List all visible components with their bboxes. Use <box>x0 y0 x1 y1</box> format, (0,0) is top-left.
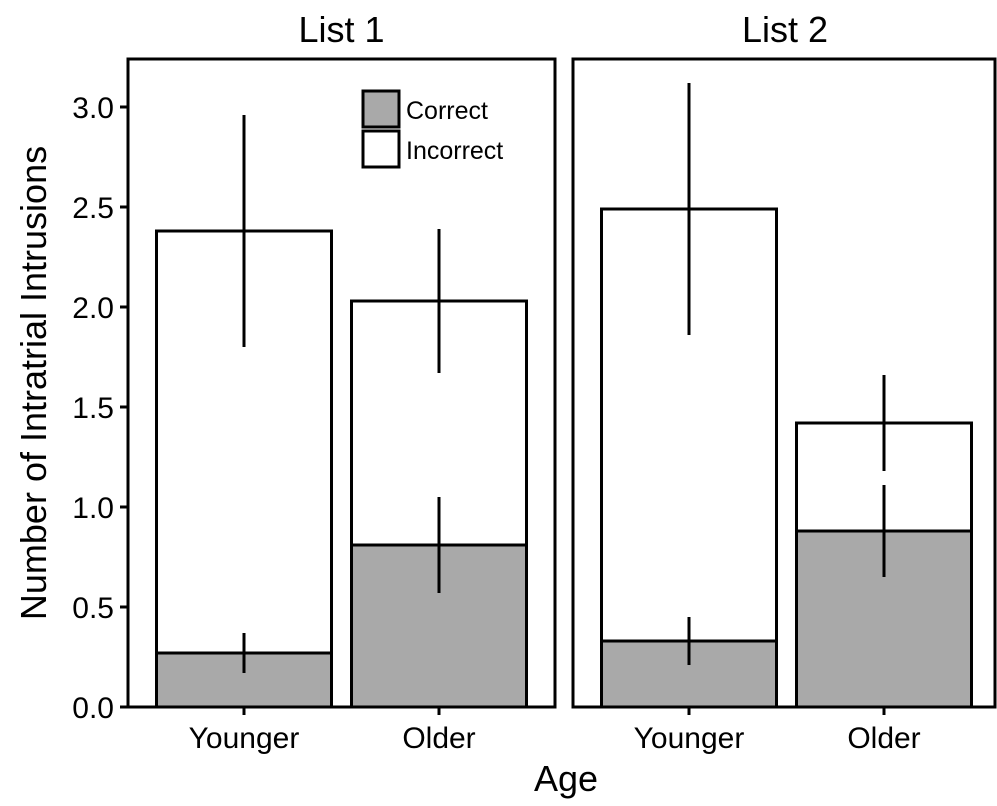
y-tick-label: 3.0 <box>72 92 114 125</box>
x-axis-title: Age <box>534 758 598 799</box>
x-tick-label: Older <box>847 722 920 755</box>
y-tick-label: 2.0 <box>72 292 114 325</box>
y-tick-label: 0.5 <box>72 592 114 625</box>
panel-title: List 1 <box>298 9 384 50</box>
x-tick-label: Older <box>402 722 475 755</box>
y-tick-label: 1.5 <box>72 392 114 425</box>
y-axis-title: Number of Intratrial Intrusions <box>13 146 54 620</box>
y-tick-label: 2.5 <box>72 192 114 225</box>
panel-2: List 2 Younger Older <box>571 9 997 755</box>
legend: Correct Incorrect <box>361 89 503 169</box>
x-tick-label: Younger <box>189 722 300 755</box>
y-tick-label: 0.0 <box>72 692 114 725</box>
legend-item-correct: Correct <box>361 89 488 129</box>
panel-frame <box>126 57 557 709</box>
legend-label: Correct <box>406 97 488 125</box>
y-tick-label: 1.0 <box>72 492 114 525</box>
panel-1: List 1 Younger Older <box>126 9 557 755</box>
y-axis: 0.0 0.5 1.0 1.5 2.0 2.5 3.0 <box>72 92 128 725</box>
legend-swatch <box>361 89 401 129</box>
legend-item-incorrect: Incorrect <box>361 129 503 169</box>
legend-label: Incorrect <box>406 137 503 165</box>
panels: List 1 Younger Older List 2 Younger Older <box>126 9 997 755</box>
x-tick-label: Younger <box>634 722 745 755</box>
panel-frame <box>571 57 997 709</box>
panel-title: List 2 <box>742 9 828 50</box>
legend-swatch <box>361 129 401 169</box>
